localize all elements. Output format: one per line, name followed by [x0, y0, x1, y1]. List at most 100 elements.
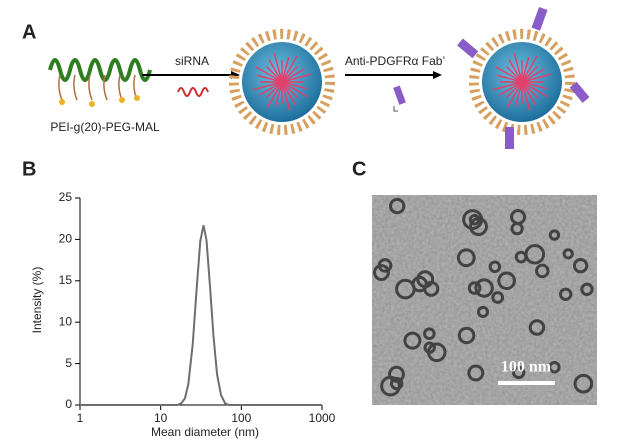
particle	[548, 361, 561, 374]
y-tick-label: 0	[65, 397, 72, 411]
particle	[467, 364, 485, 382]
particle	[512, 365, 526, 380]
strand	[281, 81, 291, 112]
chart: 0 5 10 15 20 25 1 10 100 1000	[59, 190, 336, 425]
arrow	[142, 71, 240, 79]
step-label: siRNA	[175, 54, 209, 68]
x-tick-label: 100	[231, 411, 251, 425]
strand	[252, 81, 283, 91]
strand	[506, 81, 523, 109]
strand	[256, 74, 283, 83]
strand	[281, 81, 308, 90]
y-tick-label: 25	[59, 190, 73, 204]
particle	[558, 287, 573, 301]
strand	[281, 81, 299, 99]
strand	[514, 81, 523, 108]
strand	[492, 81, 523, 91]
particle	[388, 197, 406, 215]
strand	[521, 73, 552, 83]
strand	[499, 81, 523, 96]
particle	[488, 260, 502, 274]
strand	[521, 56, 530, 83]
y-tick-label: 10	[59, 314, 73, 328]
data-line	[80, 225, 322, 406]
y-tick-label: 15	[59, 273, 73, 287]
x-tick-label: 10	[154, 411, 168, 425]
strand	[521, 55, 538, 83]
particle	[573, 373, 594, 394]
y-axis-label: Intensity (%)	[30, 267, 44, 334]
particle	[476, 305, 490, 318]
particle	[390, 376, 404, 391]
particle	[469, 217, 488, 236]
panel-label: A	[22, 21, 36, 43]
particle	[373, 264, 390, 281]
particle	[491, 291, 505, 304]
strand	[266, 81, 283, 109]
strand	[265, 81, 283, 99]
strand	[268, 59, 283, 83]
strand	[521, 81, 539, 99]
particle	[528, 319, 546, 336]
strand	[496, 74, 523, 83]
strand	[255, 66, 283, 83]
particle	[457, 326, 476, 345]
particle	[456, 248, 476, 268]
fab-icon	[393, 85, 406, 112]
strand	[281, 65, 299, 83]
strand	[521, 81, 531, 112]
panel-label: C	[352, 158, 366, 180]
strand	[521, 81, 549, 98]
strand	[281, 73, 312, 83]
particle	[411, 275, 428, 293]
particle	[562, 248, 574, 260]
strand	[521, 81, 548, 90]
targeted-nanoparticle	[457, 6, 590, 149]
particle	[524, 243, 546, 265]
strand	[281, 81, 309, 98]
strand	[281, 55, 298, 83]
strand	[521, 81, 536, 105]
particle	[426, 342, 447, 363]
nanoparticle	[229, 29, 335, 135]
particle	[510, 222, 524, 236]
y-tick-label: 20	[59, 232, 73, 246]
strand	[274, 81, 283, 108]
particle	[548, 229, 561, 241]
y-tick-label: 5	[65, 356, 72, 370]
strand	[505, 65, 523, 83]
strand	[508, 59, 523, 83]
particle	[497, 271, 516, 291]
x-tick-label: 1	[77, 411, 84, 425]
x-tick-label: 1000	[309, 411, 336, 425]
sirna-icon	[177, 87, 209, 97]
strand	[265, 65, 283, 83]
step-label: Anti-PDGFRα Fab’	[345, 54, 445, 68]
micrograph	[372, 195, 597, 405]
polymer-illustration	[48, 58, 152, 107]
arrow	[345, 71, 442, 79]
particle	[572, 257, 589, 274]
precursor-label: PEI-g(20)-PEG-MAL	[50, 120, 160, 134]
strand	[281, 56, 290, 83]
particle	[474, 278, 494, 298]
particle	[403, 331, 422, 350]
particle	[580, 282, 594, 297]
x-axis-label: Mean diameter (nm)	[151, 425, 259, 439]
scale-bar-label: 100 nm	[501, 359, 552, 376]
particle	[535, 263, 550, 279]
strand	[259, 81, 283, 96]
strand	[281, 68, 305, 83]
particle	[467, 281, 482, 295]
panel-label: B	[22, 158, 36, 180]
strand	[521, 65, 539, 83]
strand	[495, 66, 523, 83]
strand	[505, 81, 523, 99]
strand	[513, 52, 523, 83]
strand	[521, 68, 545, 83]
particle	[423, 327, 436, 340]
particle	[380, 375, 401, 397]
particle	[416, 270, 435, 289]
strand	[273, 52, 283, 83]
